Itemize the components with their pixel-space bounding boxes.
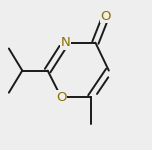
Text: O: O — [101, 10, 111, 23]
Text: N: N — [61, 36, 70, 49]
Text: O: O — [56, 91, 66, 104]
